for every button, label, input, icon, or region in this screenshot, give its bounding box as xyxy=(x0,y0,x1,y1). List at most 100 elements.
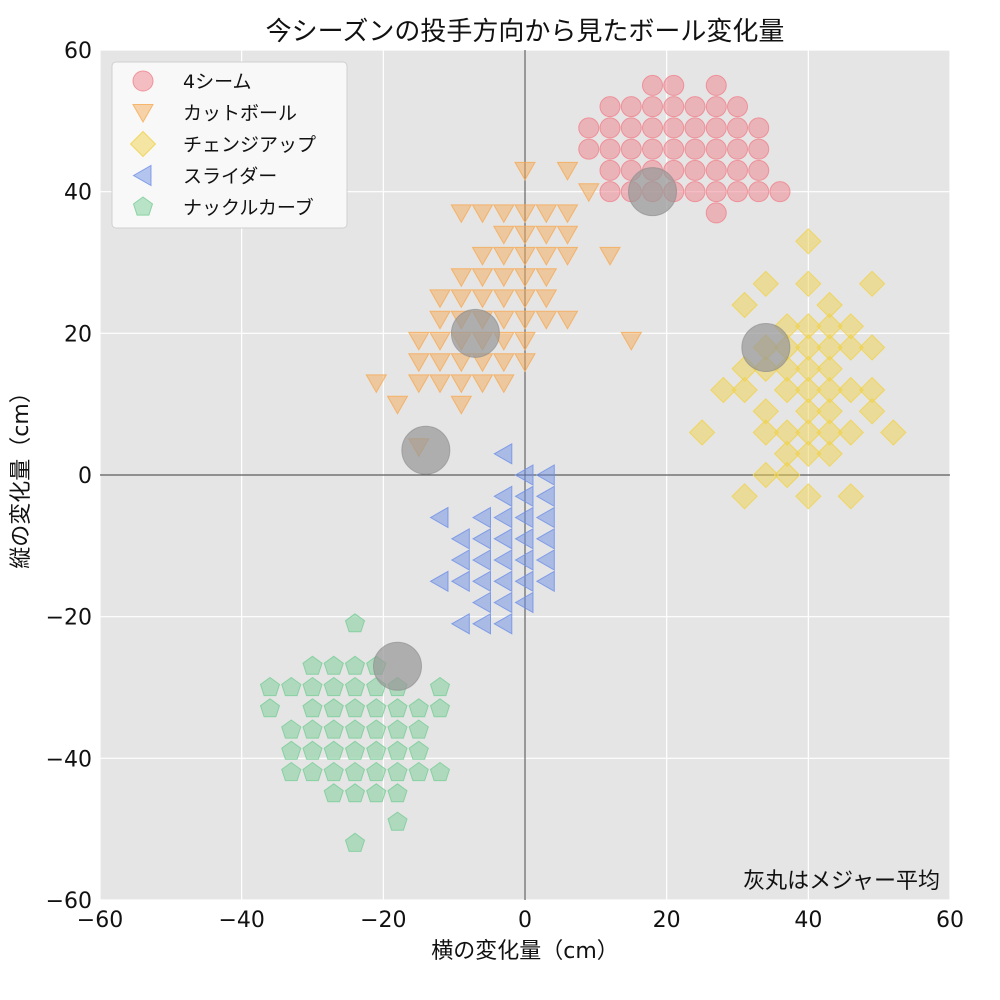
data-point xyxy=(858,270,886,298)
data-point xyxy=(663,96,685,118)
data-point xyxy=(727,181,748,203)
data-point xyxy=(450,268,473,288)
data-point xyxy=(556,310,579,330)
data-point xyxy=(535,204,558,224)
data-point xyxy=(450,612,470,635)
data-point xyxy=(514,485,534,508)
data-point xyxy=(599,117,621,139)
legend-label: 4シーム xyxy=(183,71,252,93)
data-point xyxy=(514,225,536,245)
data-point xyxy=(773,461,801,489)
data-point xyxy=(514,246,536,266)
y-tick-label: 20 xyxy=(64,322,92,347)
data-point xyxy=(386,395,409,415)
data-point xyxy=(705,181,727,203)
data-point xyxy=(471,289,494,309)
data-point xyxy=(344,676,366,697)
y-tick-label: −20 xyxy=(46,606,92,631)
data-point xyxy=(408,761,429,782)
data-point xyxy=(556,204,579,224)
x-tick-label: −40 xyxy=(218,908,264,933)
data-point xyxy=(599,96,621,118)
data-point xyxy=(471,527,491,550)
data-point xyxy=(556,225,579,245)
data-point xyxy=(471,506,491,529)
data-point xyxy=(727,159,748,181)
data-point xyxy=(471,204,494,224)
data-point xyxy=(344,698,366,718)
data-point xyxy=(795,483,822,510)
data-point xyxy=(281,740,302,760)
data-point xyxy=(599,181,621,203)
data-point xyxy=(731,291,758,319)
data-point xyxy=(450,204,473,224)
y-axis-label: 縦の変化量（cm） xyxy=(9,381,34,569)
data-point xyxy=(578,117,600,139)
x-tick-label: 40 xyxy=(794,908,822,933)
data-point xyxy=(429,506,449,529)
data-point xyxy=(387,811,408,831)
data-point xyxy=(752,461,780,489)
data-point xyxy=(471,549,491,571)
data-point xyxy=(620,331,643,351)
data-point xyxy=(837,483,865,510)
data-point xyxy=(387,761,408,782)
data-point xyxy=(642,74,663,96)
data-point xyxy=(748,159,770,181)
data-point xyxy=(727,96,748,118)
data-point xyxy=(535,527,555,550)
data-point xyxy=(880,419,907,446)
major-average-markers xyxy=(373,167,791,691)
data-point xyxy=(471,374,494,394)
data-point xyxy=(556,246,579,266)
data-point xyxy=(748,181,770,203)
data-point xyxy=(429,698,451,718)
data-point xyxy=(837,376,865,404)
data-point xyxy=(323,719,344,739)
y-tick-label: 40 xyxy=(64,181,92,206)
legend-marker xyxy=(132,164,152,187)
data-point xyxy=(344,613,366,633)
data-point xyxy=(837,334,865,361)
data-point xyxy=(493,591,513,614)
data-point xyxy=(429,331,451,351)
data-point xyxy=(493,527,513,550)
data-point xyxy=(535,289,558,309)
data-point xyxy=(705,159,727,181)
data-point xyxy=(387,719,408,739)
data-point xyxy=(492,310,515,330)
data-point xyxy=(620,117,642,139)
data-point xyxy=(535,268,558,288)
data-point xyxy=(429,676,451,697)
data-point xyxy=(429,374,451,394)
data-point xyxy=(471,591,491,614)
data-point xyxy=(302,740,323,760)
data-point xyxy=(514,570,534,593)
data-point xyxy=(727,138,748,160)
data-point xyxy=(493,442,513,465)
data-point xyxy=(387,783,408,803)
x-tick-label: 20 xyxy=(653,908,681,933)
series-2 xyxy=(688,228,907,510)
data-point xyxy=(450,549,470,571)
data-point xyxy=(514,549,534,571)
data-point xyxy=(514,289,536,309)
data-point xyxy=(366,740,387,760)
x-tick-label: 0 xyxy=(518,908,532,933)
data-point xyxy=(344,740,366,760)
data-point xyxy=(577,183,600,203)
data-point xyxy=(642,96,663,118)
x-tick-label: −20 xyxy=(360,908,406,933)
data-point xyxy=(642,138,663,160)
data-point xyxy=(281,719,302,739)
data-point xyxy=(769,181,791,203)
data-point xyxy=(514,331,536,351)
legend-label: カットボール xyxy=(183,103,297,125)
data-point xyxy=(281,761,302,782)
data-point xyxy=(408,740,429,760)
data-point xyxy=(493,549,513,571)
data-point xyxy=(408,698,429,718)
data-point xyxy=(471,246,494,266)
data-point xyxy=(705,117,727,139)
data-point xyxy=(795,270,822,298)
